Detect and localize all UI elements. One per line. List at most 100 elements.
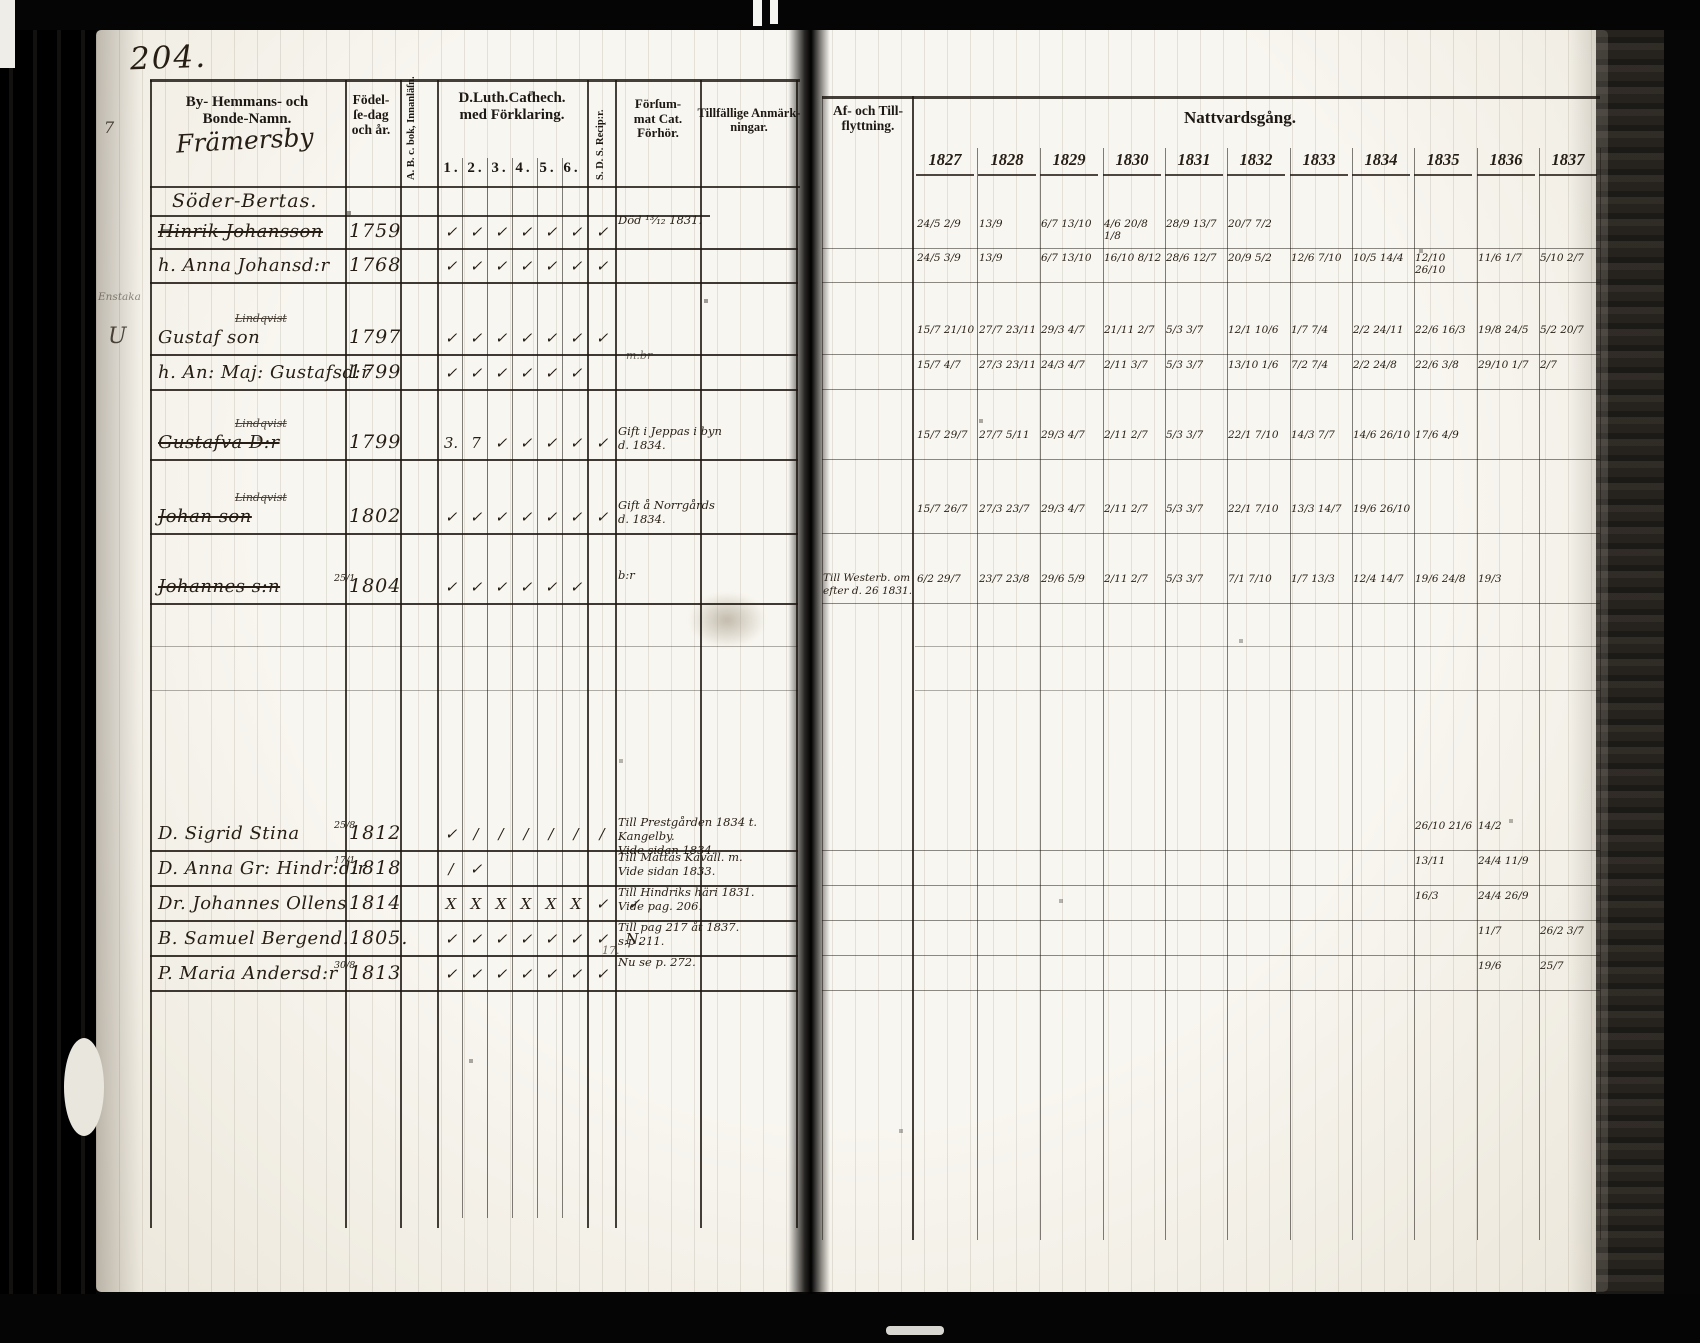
table-rule: [1600, 148, 1602, 1240]
row-rule-left: [150, 990, 798, 992]
communion-1837: 5/2 20/7: [1540, 324, 1584, 336]
table-rule: [462, 158, 464, 1218]
column-header-remarks: Tillfällige Anmärk- ningar.: [697, 106, 801, 134]
communion-1837: 5/10 2/7: [1540, 252, 1584, 264]
communion-1833: 13/3 14/7: [1291, 503, 1342, 515]
row-rule-left: [150, 389, 798, 391]
book-binding-shadow: [788, 0, 830, 1343]
remark-text: Död ¹³⁄₁₂ 1831.: [618, 213, 703, 227]
communion-1831: 5/3 3/7: [1166, 573, 1204, 585]
year-column-label: 1834: [1352, 150, 1410, 176]
table-rule: [912, 96, 914, 1240]
communion-1834: 14/6 26/10: [1353, 429, 1411, 441]
communion-1835: 16/3: [1415, 890, 1439, 902]
communion-1832: 20/7 7/2: [1228, 218, 1272, 230]
table-rule: [150, 80, 152, 1228]
catechism-mark-6: ✓: [569, 257, 583, 275]
table-rule: [345, 80, 347, 1228]
person-name: P. Maria Andersd:r: [158, 963, 338, 984]
row-rule-right: [822, 459, 1600, 461]
table-rule: [150, 690, 798, 691]
catechism-mark-4: ✓: [519, 508, 533, 526]
catechism-mark-5: ✓: [544, 930, 558, 948]
catechism-mark-5: /: [548, 825, 554, 843]
row-rule-right: [822, 955, 1600, 957]
communion-1833: 14/3 7/7: [1291, 429, 1335, 441]
book-right-edge: [1596, 24, 1664, 1304]
table-rule: [487, 158, 489, 1218]
birth-year: 1804: [349, 575, 402, 597]
row-rule-left: [150, 603, 798, 605]
table-rule: [1165, 148, 1167, 1240]
table-rule: [915, 646, 1600, 647]
table-row: B. Samuel Bergend. 1805. ✓ ✓ ✓ ✓ ✓ ✓ ✓ N…: [0, 920, 1700, 957]
row-rule-left: [150, 282, 798, 284]
communion-1828: 13/9: [979, 252, 1003, 264]
table-row: D. Anna Gr: Hindr:d:r 17/1 1818 / ✓ Till…: [0, 850, 1700, 887]
catechism-mark-5: ✓: [544, 578, 558, 596]
column-header-birthdate: Födel- ſe-dag och år.: [351, 92, 391, 138]
row-rule-left: [150, 459, 798, 461]
scan-corner-artifact: [0, 0, 15, 68]
year-column-label: 1835: [1414, 150, 1472, 176]
table-row: Johannes s:n 25/1 1804 ✓ ✓ ✓ ✓ ✓ ✓ b:r T…: [0, 568, 1700, 605]
table-row: h. Anna Johansd:r 1768 ✓ ✓ ✓ ✓ ✓ ✓ ✓ 24/…: [0, 250, 1700, 284]
scan-specks: [0, 0, 2, 2]
catechism-mark-1: ✓: [444, 223, 458, 241]
birth-year: 1814: [349, 892, 402, 914]
communion-1829: 6/7 13/10: [1041, 218, 1092, 230]
communion-1829: 29/3 4/7: [1041, 503, 1085, 515]
sds-mark: ✓: [595, 329, 609, 347]
birth-year: 1818: [349, 857, 402, 879]
table-rule: [822, 96, 824, 1240]
catechism-mark-6: ✓: [569, 434, 583, 452]
catechism-mark-1: /: [448, 860, 454, 878]
communion-1827: 15/7 21/10: [917, 324, 975, 336]
scan-top-border: [0, 0, 1700, 30]
remark-text: Till Hindriks häri 1831. Vide pag. 206.: [618, 885, 755, 913]
catechism-mark-4: X: [520, 895, 532, 913]
communion-1828: 27/3 23/11: [979, 359, 1037, 371]
communion-1830: 21/11 2/7: [1104, 324, 1155, 336]
communion-1835: 19/6 24/8: [1415, 573, 1466, 585]
margin-scrawl: 7: [104, 118, 115, 137]
row-rule-right: [822, 885, 1600, 887]
communion-1830: 4/6 20/8 1/8: [1104, 218, 1148, 242]
communion-1837: 26/2 3/7: [1540, 925, 1584, 937]
communion-1827: 15/7 26/7: [917, 503, 968, 515]
row-rule-right: [822, 990, 1600, 992]
table-rule: [1352, 148, 1354, 1240]
margin-scrawl: U: [108, 324, 127, 349]
row-rule-right: [822, 920, 1600, 922]
catechism-mark-4: ✓: [519, 364, 533, 382]
birth-date-superscript: 25/8: [334, 820, 356, 831]
birth-date-superscript: 30/8: [334, 960, 356, 971]
birth-year: 1797: [349, 326, 402, 348]
table-row: Lindqvist Gustafva D:r 1799 3. 7 ✓ ✓ ✓ ✓…: [0, 417, 1700, 461]
catechism-mark-4: ✓: [519, 223, 533, 241]
communion-1828: 13/9: [979, 218, 1003, 230]
communion-1831: 28/9 13/7: [1166, 218, 1217, 230]
remark-text: Till Mattas Kavall. m. Vide sidan 1833.: [618, 850, 743, 878]
table-rule: [822, 96, 1600, 99]
communion-1832: 13/10 1/6: [1228, 359, 1279, 371]
year-column-label: 1827: [916, 150, 974, 176]
catechism-mark-1: X: [445, 895, 457, 913]
communion-1837: 25/7: [1540, 960, 1564, 972]
communion-1831: 5/3 3/7: [1166, 324, 1204, 336]
sds-mark: ✓: [595, 895, 609, 913]
catechism-mark-2: ✓: [469, 965, 483, 983]
table-rule: [512, 158, 514, 1218]
catechism-mark-3: ✓: [494, 578, 508, 596]
communion-1832: 22/1 7/10: [1228, 429, 1279, 441]
catechism-mark-5: ✓: [544, 329, 558, 347]
scan-edge-artifact: [64, 1038, 104, 1136]
catechism-mark-5: ✓: [544, 508, 558, 526]
catechism-mark-3: ✓: [494, 364, 508, 382]
communion-1830: 2/11 3/7: [1104, 359, 1148, 371]
communion-1828: 27/7 5/11: [979, 429, 1030, 441]
communion-1834: 12/4 14/7: [1353, 573, 1404, 585]
communion-1835: 12/10 26/10: [1415, 252, 1446, 276]
catechism-mark-6: ✓: [569, 329, 583, 347]
sds-mark: ✓: [595, 434, 609, 452]
